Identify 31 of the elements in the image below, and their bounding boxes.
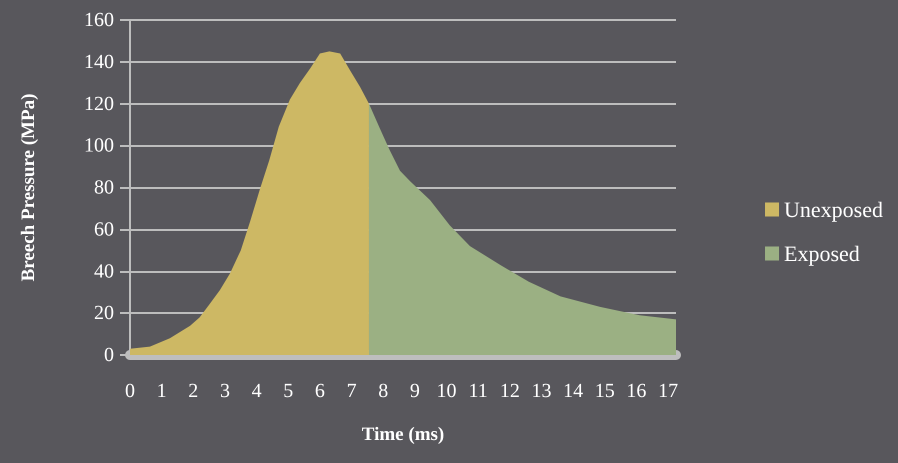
y-tick-label: 0 — [104, 344, 114, 366]
y-axis-title: Breech Pressure (MPa) — [18, 94, 39, 282]
x-tick-label: 1 — [156, 380, 167, 402]
x-tick-label: 16 — [626, 380, 646, 402]
y-tick-label: 80 — [94, 176, 114, 198]
y-tick-label: 120 — [84, 92, 114, 115]
x-tick-label: 15 — [594, 380, 615, 402]
y-tick-label: 40 — [94, 260, 114, 282]
y-tick-label: 60 — [94, 218, 114, 240]
x-tick-label: 11 — [468, 380, 488, 402]
x-tick-label: 10 — [436, 380, 457, 402]
x-tick-label: 13 — [531, 380, 552, 402]
x-tick-label: 5 — [283, 380, 294, 402]
y-tick-label: 20 — [94, 302, 114, 324]
x-axis-title: Time (ms) — [362, 424, 444, 445]
y-tick-label: 140 — [84, 50, 114, 73]
x-tick-label: 6 — [314, 380, 325, 402]
x-tick-label: 0 — [125, 380, 135, 402]
x-tick-label: 8 — [378, 380, 388, 402]
x-tick-label: 4 — [252, 380, 262, 402]
x-tick-label: 12 — [500, 380, 520, 402]
x-tick-label: 9 — [410, 380, 420, 402]
x-tick-label: 7 — [346, 380, 357, 402]
x-tick-label: 14 — [563, 380, 584, 402]
legend-label: Exposed — [784, 241, 860, 266]
x-tick-label: 17 — [658, 380, 678, 402]
legend-label: Unexposed — [784, 197, 884, 222]
x-tick-label: 2 — [188, 380, 198, 402]
x-tick-label: 3 — [220, 380, 230, 402]
y-tick-label: 160 — [84, 9, 114, 31]
y-tick-label: 100 — [84, 134, 114, 157]
